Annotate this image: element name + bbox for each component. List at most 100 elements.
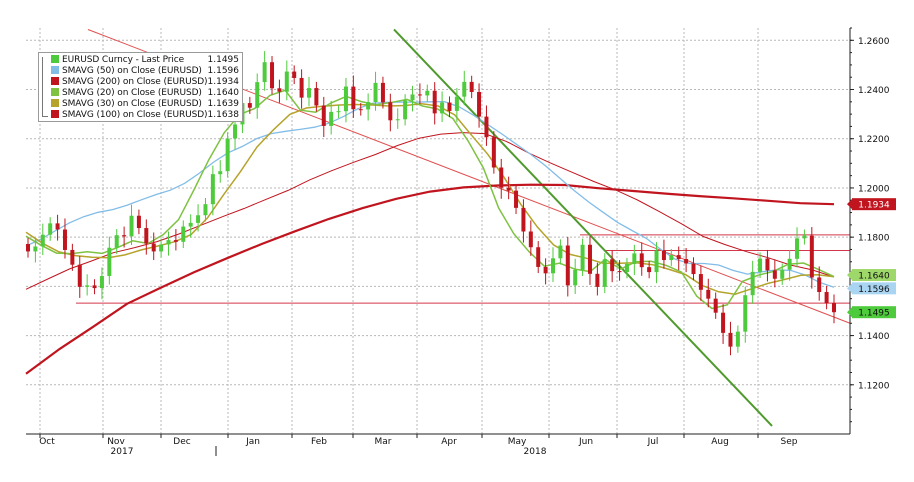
y-tick-label: 1.2200 <box>858 135 890 145</box>
price-candle <box>351 75 356 118</box>
ma-line <box>25 183 835 375</box>
price-candle <box>129 204 134 246</box>
legend-item: SMAVG (50) on Close (EURUSD) 1.1596 <box>51 65 239 76</box>
price-candle <box>698 265 703 301</box>
legend-item: SMAVG (200) on Close (EURUSD) 1.1934 <box>51 76 239 87</box>
y-tick-label: 1.2000 <box>858 184 890 194</box>
price-candle <box>558 239 563 265</box>
steep-trend-line <box>393 28 773 427</box>
price-candle <box>99 267 104 300</box>
price-candle <box>107 236 112 285</box>
legend-collapse-bracket <box>42 57 48 117</box>
price-candle <box>417 83 422 105</box>
price-candle <box>380 76 385 109</box>
price-candle <box>750 260 755 304</box>
x-tick-label: Jan <box>245 437 260 447</box>
ma-line <box>25 89 835 310</box>
ma-line <box>25 100 835 288</box>
price-candle <box>469 75 474 99</box>
x-tick-label: Apr <box>441 437 457 447</box>
price-candle <box>462 70 467 106</box>
price-candle <box>440 91 445 122</box>
last-value-tag-label: 1.1495 <box>858 309 890 319</box>
price-candle <box>48 217 53 241</box>
price-candle <box>262 51 267 91</box>
last-value-tags: 1.1934 1.1640 1.1596 1.1495 <box>847 198 896 319</box>
price-candle <box>506 176 511 200</box>
price-candle <box>795 227 800 268</box>
price-candle <box>255 73 260 119</box>
price-candle <box>225 132 230 178</box>
x-tick-label: Aug <box>711 437 729 447</box>
price-candle <box>595 262 600 296</box>
price-candle <box>832 294 836 324</box>
legend-item-label: SMAVG (100) on Close (EURUSD) <box>62 110 208 120</box>
last-value-tag-label: 1.1640 <box>858 272 890 282</box>
price-candle <box>306 76 311 107</box>
price-candle <box>299 69 304 109</box>
price-candle <box>218 160 223 183</box>
legend-item-value: 1.1596 <box>207 66 240 76</box>
price-candle <box>824 285 829 310</box>
legend-item-label: SMAVG (20) on Close (EURUSD) <box>62 88 202 98</box>
x-tick-label: Dec <box>173 437 190 447</box>
price-candle <box>484 105 489 146</box>
price-candle <box>403 94 408 126</box>
price-candle <box>329 100 334 135</box>
price-candle <box>188 214 193 238</box>
price-candle <box>343 77 348 123</box>
price-candle <box>454 88 459 122</box>
price-candle <box>669 248 674 267</box>
legend-swatch <box>51 99 59 107</box>
price-candle <box>735 325 740 353</box>
legend-item-value: 1.1934 <box>207 77 240 87</box>
y-tick-label: 1.1200 <box>858 381 890 391</box>
price-candle <box>40 223 45 256</box>
price-candle <box>573 258 578 294</box>
price-candle <box>314 81 319 112</box>
price-candle <box>173 229 178 251</box>
price-candle <box>551 247 556 282</box>
last-value-tag: 1.1934 <box>847 198 896 211</box>
price-candle <box>676 246 681 271</box>
price-candle <box>809 227 814 289</box>
legend-item-value: 1.1640 <box>207 88 240 98</box>
price-candle <box>817 266 822 301</box>
price-candle <box>358 103 363 116</box>
price-candle <box>617 260 622 281</box>
x-tick-label: Oct <box>39 437 55 447</box>
price-candle <box>728 321 733 356</box>
price-candle <box>491 131 496 174</box>
price-candle <box>602 253 607 294</box>
price-candle <box>210 165 215 216</box>
price-candle <box>514 184 519 215</box>
price-candle <box>587 236 592 285</box>
price-candle <box>151 232 156 261</box>
price-candle <box>624 257 629 279</box>
legend-swatch <box>51 77 59 85</box>
x-tick-label: Feb <box>311 437 327 447</box>
legend-item-value: 1.1495 <box>207 55 240 65</box>
price-candle <box>92 279 97 295</box>
price-candle <box>684 247 689 273</box>
price-candle <box>543 258 548 285</box>
price-candle <box>743 286 748 343</box>
price-candle <box>780 263 785 285</box>
x-tick-label: Jun <box>578 437 593 447</box>
x-year-label: 2018 <box>524 447 547 457</box>
legend-item-label: SMAVG (30) on Close (EURUSD) <box>62 99 202 109</box>
x-tick-label: Mar <box>375 437 392 447</box>
price-candle <box>802 229 807 245</box>
price-candle <box>55 214 60 241</box>
legend-item: SMAVG (100) on Close (EURUSD) 1.1638 <box>51 109 239 120</box>
price-candle <box>521 199 526 243</box>
x-tick-label: May <box>508 437 527 447</box>
price-candle <box>277 79 282 103</box>
last-value-tag: 1.1596 <box>847 282 896 295</box>
price-candles <box>26 51 836 356</box>
price-candle <box>536 241 541 274</box>
y-tick-label: 1.2600 <box>858 37 890 47</box>
price-candle <box>292 65 297 85</box>
